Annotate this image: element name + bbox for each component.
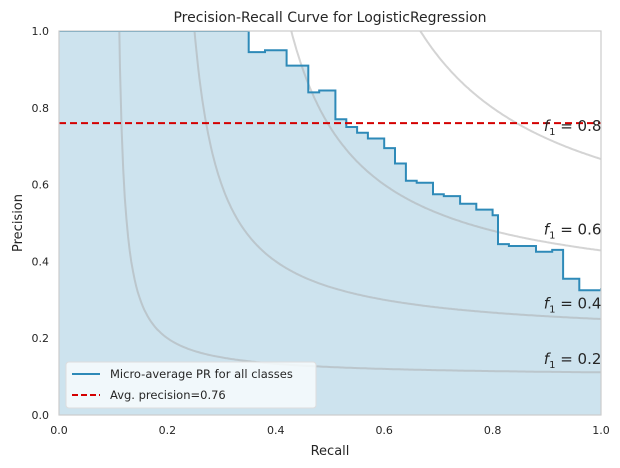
iso-f1-label-0: f1 = 0.2: [544, 350, 602, 371]
chart-title: Precision-Recall Curve for LogisticRegre…: [173, 10, 486, 26]
legend-label-ap: Avg. precision=0.76: [110, 388, 226, 402]
pr-area-fill: [59, 31, 601, 415]
y-tick-label-3: 0.6: [32, 179, 50, 192]
x-tick-label-0: 0.0: [50, 424, 68, 437]
iso-f1-curve-2: [290, 31, 601, 252]
y-tick-label-2: 0.4: [32, 255, 50, 268]
y-tick-label-0: 0.0: [32, 409, 50, 422]
iso-f1-curve-1: [193, 31, 601, 320]
legend-label-pr: Micro-average PR for all classes: [110, 367, 293, 381]
x-tick-label-1: 0.2: [159, 424, 177, 437]
plot-frame: [58, 30, 602, 416]
x-axis-label: Recall: [311, 444, 350, 459]
iso-f1-curve-0: [118, 31, 601, 374]
legend: Micro-average PR for all classes Avg. pr…: [65, 361, 317, 409]
iso-f1-label-3: f1 = 0.8: [544, 117, 602, 138]
x-tick-label-5: 1.0: [592, 424, 610, 437]
pr-curve-line: [59, 31, 601, 292]
y-axis-label: Precision: [11, 194, 26, 252]
y-tick-label-5: 1.0: [32, 25, 50, 38]
x-tick-label-3: 0.6: [375, 424, 393, 437]
iso-f1-curve-3: [419, 31, 601, 160]
y-tick-label-1: 0.2: [32, 332, 50, 345]
y-tick-label-4: 0.8: [32, 102, 50, 115]
x-tick-label-2: 0.4: [267, 424, 285, 437]
iso-f1-label-1: f1 = 0.4: [544, 295, 602, 316]
legend-box: [65, 361, 317, 409]
iso-f1-label-2: f1 = 0.6: [544, 221, 602, 242]
x-tick-label-4: 0.8: [484, 424, 502, 437]
